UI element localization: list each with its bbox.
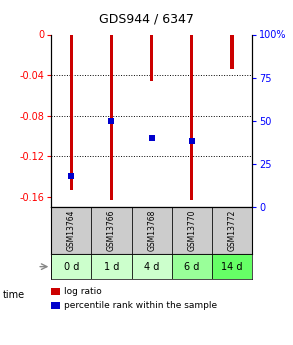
Bar xyxy=(150,34,153,81)
Bar xyxy=(91,207,132,254)
Bar xyxy=(51,207,91,254)
Bar xyxy=(212,207,252,254)
Text: GSM13770: GSM13770 xyxy=(187,210,196,251)
Text: GSM13768: GSM13768 xyxy=(147,210,156,251)
Text: 4 d: 4 d xyxy=(144,262,159,272)
Text: GSM13764: GSM13764 xyxy=(67,210,76,251)
Bar xyxy=(132,254,172,279)
Text: time: time xyxy=(3,290,25,300)
Bar xyxy=(172,207,212,254)
Text: 0 d: 0 d xyxy=(64,262,79,272)
Bar xyxy=(70,34,73,190)
Bar xyxy=(132,207,172,254)
Text: 1 d: 1 d xyxy=(104,262,119,272)
Bar xyxy=(190,34,193,200)
Bar xyxy=(110,34,113,200)
Text: GDS944 / 6347: GDS944 / 6347 xyxy=(99,13,194,26)
Text: 6 d: 6 d xyxy=(184,262,200,272)
Text: 14 d: 14 d xyxy=(221,262,243,272)
Text: log ratio: log ratio xyxy=(64,287,102,296)
Text: GSM13772: GSM13772 xyxy=(227,210,236,251)
Bar xyxy=(212,254,252,279)
Bar xyxy=(51,254,91,279)
Bar xyxy=(91,254,132,279)
Text: GSM13766: GSM13766 xyxy=(107,210,116,251)
Text: percentile rank within the sample: percentile rank within the sample xyxy=(64,301,218,310)
Bar xyxy=(172,254,212,279)
Bar xyxy=(230,34,234,69)
